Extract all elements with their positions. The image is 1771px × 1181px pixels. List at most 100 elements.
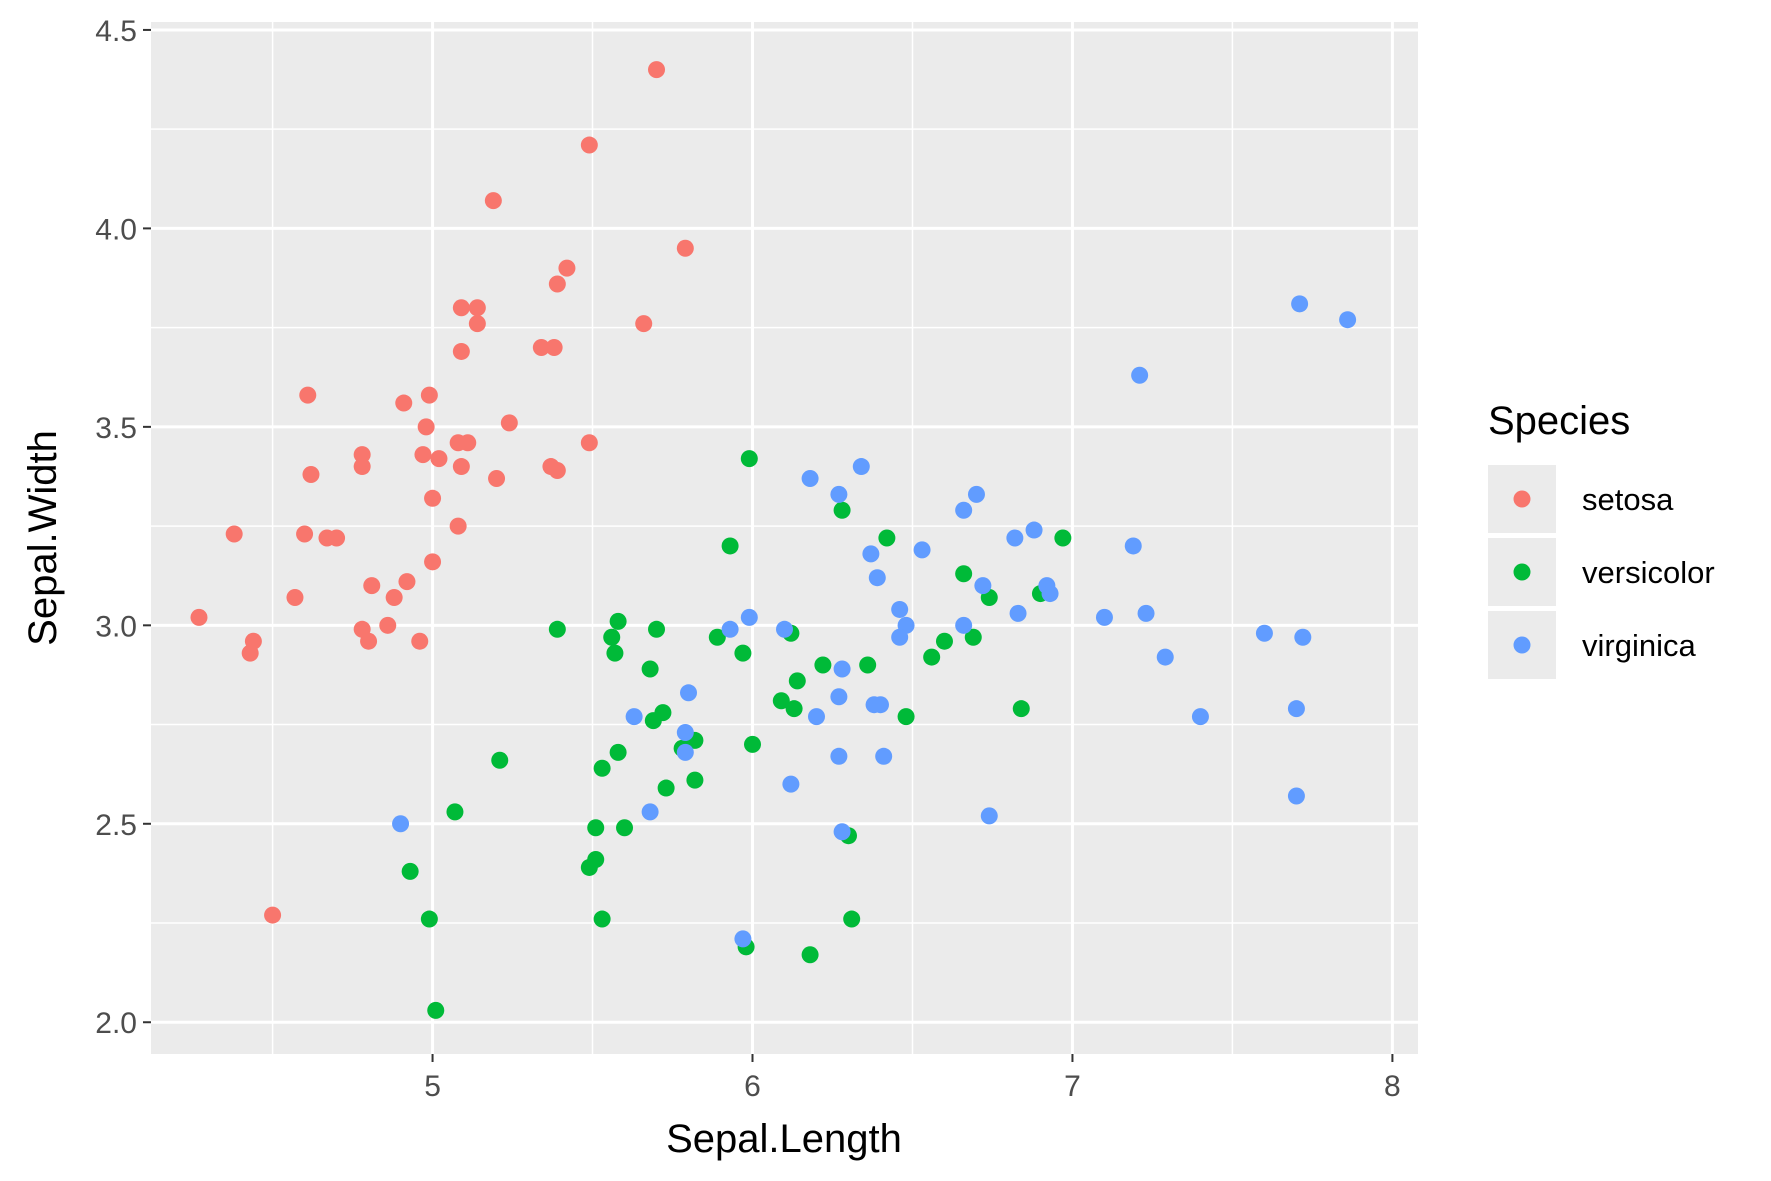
y-axis: 2.0 2.5 3.0 3.5 4.0 4.5 — [95, 15, 151, 1040]
data-point-setosa — [459, 434, 477, 452]
data-point-virginica — [913, 541, 931, 559]
data-point-virginica — [862, 545, 880, 563]
data-point-versicolor — [587, 819, 605, 837]
data-point-versicolor — [548, 620, 566, 638]
data-point-versicolor — [446, 803, 464, 821]
data-point-versicolor — [833, 501, 851, 519]
data-point-versicolor — [580, 858, 598, 876]
data-point-setosa — [241, 644, 259, 662]
data-point-versicolor — [740, 450, 758, 468]
legend-item-virginica: virginica — [1488, 611, 1696, 679]
data-point-setosa — [379, 616, 397, 634]
data-point-versicolor — [420, 910, 438, 928]
data-point-virginica — [955, 616, 973, 634]
plot-panel — [151, 22, 1418, 1054]
data-point-versicolor — [427, 1001, 445, 1019]
legend-entries: setosa versicolor virginica — [1488, 465, 1715, 679]
data-point-setosa — [328, 529, 346, 547]
data-point-setosa — [635, 315, 653, 333]
data-point-virginica — [1287, 787, 1305, 805]
data-point-versicolor — [609, 612, 627, 630]
legend-item-versicolor: versicolor — [1488, 538, 1715, 606]
data-point-setosa — [414, 446, 432, 464]
data-point-virginica — [974, 577, 992, 595]
y-tick-label: 2.5 — [95, 809, 137, 842]
y-tick-label: 4.5 — [95, 15, 137, 48]
data-point-virginica — [1339, 311, 1357, 329]
legend-label: virginica — [1582, 628, 1696, 663]
data-point-versicolor — [785, 700, 803, 718]
data-point-setosa — [532, 338, 550, 356]
legend-label: versicolor — [1582, 555, 1715, 590]
data-point-setosa — [548, 462, 566, 480]
data-point-setosa — [360, 632, 378, 650]
data-point-virginica — [1156, 648, 1174, 666]
data-point-virginica — [1095, 608, 1113, 626]
data-point-virginica — [721, 620, 739, 638]
data-point-virginica — [875, 747, 893, 765]
data-point-versicolor — [801, 946, 819, 964]
data-point-versicolor — [734, 644, 752, 662]
data-point-virginica — [1287, 700, 1305, 718]
data-point-setosa — [417, 418, 435, 436]
data-point-virginica — [676, 723, 694, 741]
data-point-virginica — [1131, 366, 1149, 384]
data-point-setosa — [424, 553, 442, 571]
y-tick-label: 3.0 — [95, 610, 137, 643]
data-point-setosa — [296, 525, 314, 543]
data-point-virginica — [833, 823, 851, 841]
data-point-setosa — [299, 386, 317, 404]
data-point-setosa — [449, 517, 467, 535]
data-point-virginica — [782, 775, 800, 793]
data-point-virginica — [967, 485, 985, 503]
data-point-setosa — [190, 608, 208, 626]
data-point-versicolor — [401, 862, 419, 880]
data-point-virginica — [830, 747, 848, 765]
data-point-virginica — [625, 708, 643, 726]
data-point-setosa — [648, 61, 666, 79]
data-point-virginica — [1025, 521, 1043, 539]
data-point-virginica — [871, 696, 889, 714]
y-tick-label: 3.5 — [95, 412, 137, 445]
data-point-virginica — [676, 743, 694, 761]
data-point-virginica — [830, 688, 848, 706]
data-point-setosa — [286, 589, 304, 607]
data-point-setosa — [468, 315, 486, 333]
data-point-setosa — [264, 906, 282, 924]
data-point-virginica — [1006, 529, 1024, 547]
data-point-setosa — [353, 446, 371, 464]
data-point-versicolor — [686, 771, 704, 789]
legend-item-setosa: setosa — [1488, 465, 1674, 533]
y-tick-label: 4.0 — [95, 213, 137, 246]
data-point-versicolor — [641, 660, 659, 678]
data-point-versicolor — [744, 735, 762, 753]
data-point-versicolor — [897, 708, 915, 726]
data-point-versicolor — [721, 537, 739, 555]
data-points — [190, 61, 1357, 1019]
data-point-setosa — [385, 589, 403, 607]
x-tick-label: 7 — [1064, 1070, 1081, 1103]
data-point-setosa — [484, 192, 502, 210]
data-point-versicolor — [708, 628, 726, 646]
data-point-versicolor — [648, 620, 666, 638]
x-tick-label: 6 — [744, 1070, 761, 1103]
data-point-virginica — [1041, 585, 1059, 603]
data-point-virginica — [807, 708, 825, 726]
data-point-versicolor — [935, 632, 953, 650]
data-point-setosa — [452, 342, 470, 360]
data-point-versicolor — [593, 910, 611, 928]
data-point-setosa — [420, 386, 438, 404]
data-point-versicolor — [1012, 700, 1030, 718]
data-point-versicolor — [955, 565, 973, 583]
legend-swatch — [1513, 563, 1531, 581]
data-point-setosa — [353, 458, 371, 476]
x-axis-title: Sepal.Length — [666, 1117, 902, 1161]
data-point-setosa — [548, 275, 566, 293]
data-point-virginica — [734, 930, 752, 948]
data-point-virginica — [1255, 624, 1273, 642]
data-point-virginica — [1291, 295, 1309, 313]
data-point-versicolor — [606, 644, 624, 662]
y-axis-title: Sepal.Width — [21, 430, 65, 646]
x-tick-label: 5 — [424, 1070, 441, 1103]
